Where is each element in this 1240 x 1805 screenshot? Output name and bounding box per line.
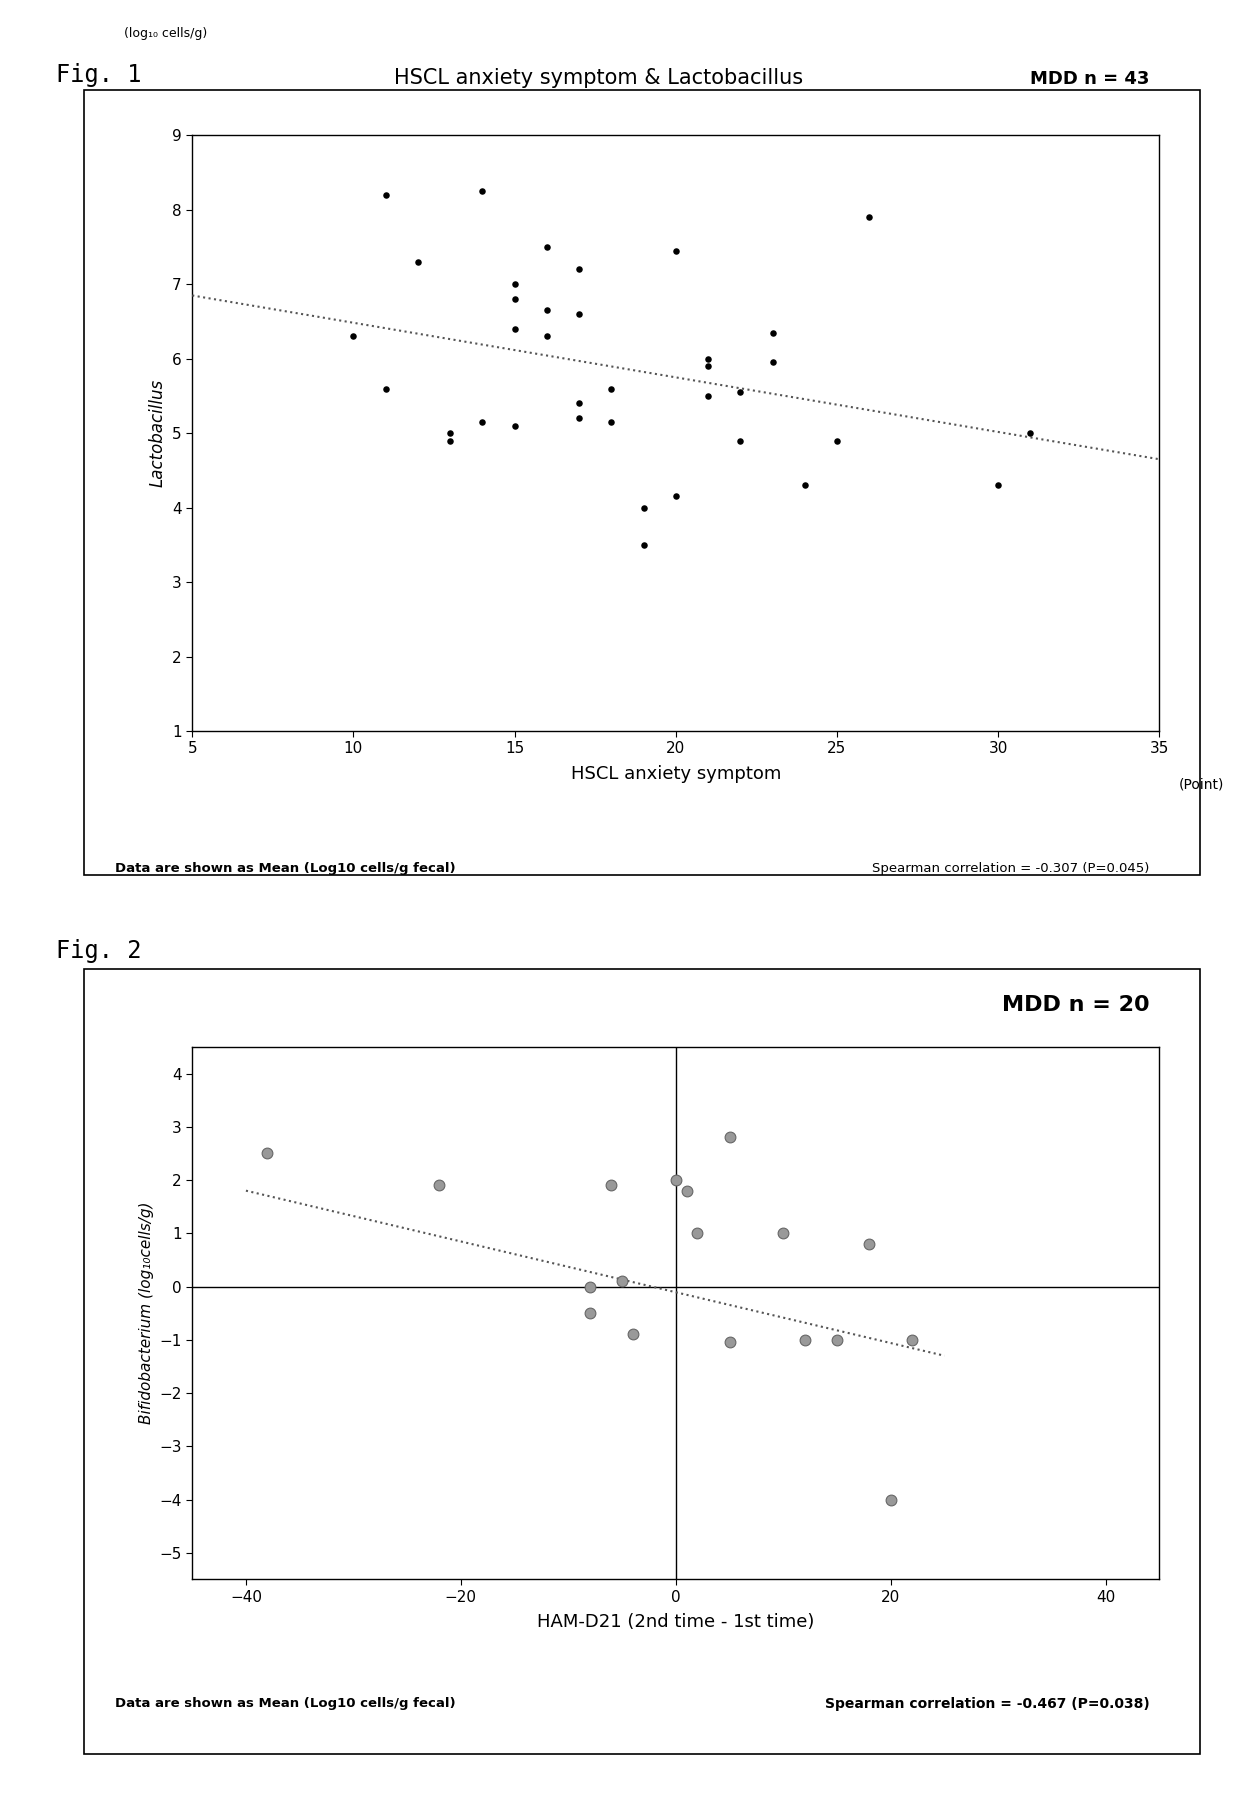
X-axis label: HAM-D21 (2nd time - 1st time): HAM-D21 (2nd time - 1st time) [537,1614,815,1632]
Point [730,426,750,455]
Point [408,247,428,276]
Text: MDD n = 43: MDD n = 43 [1030,70,1149,88]
Text: Data are shown as Mean (Log10 cells/g fecal): Data are shown as Mean (Log10 cells/g fe… [115,863,455,875]
Point [763,318,782,347]
Point [537,321,557,350]
Point [763,348,782,377]
Point [580,1273,600,1301]
Text: Fig. 1: Fig. 1 [56,63,141,87]
Point [505,285,525,314]
Point [537,233,557,262]
Point [634,531,653,560]
Point [719,1328,739,1357]
X-axis label: HSCL anxiety symptom: HSCL anxiety symptom [570,765,781,783]
Point [719,1123,739,1152]
Point [569,255,589,283]
Text: Spearman correlation = -0.467 (P=0.038): Spearman correlation = -0.467 (P=0.038) [825,1697,1149,1711]
Point [666,236,686,265]
Point [376,180,396,209]
Point [795,1325,815,1354]
Point [730,377,750,406]
Text: (Point): (Point) [1179,778,1224,792]
Point [505,412,525,440]
Point [698,352,718,381]
Point [903,1325,923,1354]
Point [569,388,589,417]
Point [988,471,1008,500]
Point [472,408,492,437]
Point [537,296,557,325]
Point [1021,419,1040,448]
Point [580,1298,600,1327]
Text: Data are shown as Mean (Log10 cells/g fecal): Data are shown as Mean (Log10 cells/g fe… [115,1697,455,1709]
Point [795,471,815,500]
Text: HSCL anxiety symptom & Lactobacillus: HSCL anxiety symptom & Lactobacillus [394,69,804,88]
Point [569,404,589,433]
Point [634,493,653,522]
Point [698,345,718,374]
Point [601,374,621,403]
Point [666,482,686,511]
Point [440,419,460,448]
Point [505,314,525,343]
Point [859,202,879,231]
Point [505,269,525,298]
Point [827,1325,847,1354]
Point [569,300,589,329]
Point [429,1171,449,1200]
Y-axis label: Lactobacillus: Lactobacillus [149,379,166,487]
Point [698,381,718,410]
Point [666,1166,686,1195]
Point [440,426,460,455]
Point [601,1171,621,1200]
Text: MDD n = 20: MDD n = 20 [1002,995,1149,1014]
Point [677,1177,697,1206]
Point [622,1319,642,1348]
Point [827,426,847,455]
Point [376,374,396,403]
Point [343,321,363,350]
Point [472,177,492,206]
Point [880,1486,900,1514]
Point [601,408,621,437]
Y-axis label: Bifidobacterium (log₁₀cells/g): Bifidobacterium (log₁₀cells/g) [139,1202,154,1424]
Point [613,1267,632,1296]
Point [859,1229,879,1258]
Text: (log₁₀ cells/g): (log₁₀ cells/g) [124,27,208,40]
Point [687,1218,707,1247]
Text: Spearman correlation = -0.307 (P=0.045): Spearman correlation = -0.307 (P=0.045) [873,863,1149,875]
Point [258,1139,278,1168]
Text: Fig. 2: Fig. 2 [56,939,141,962]
Point [774,1218,794,1247]
